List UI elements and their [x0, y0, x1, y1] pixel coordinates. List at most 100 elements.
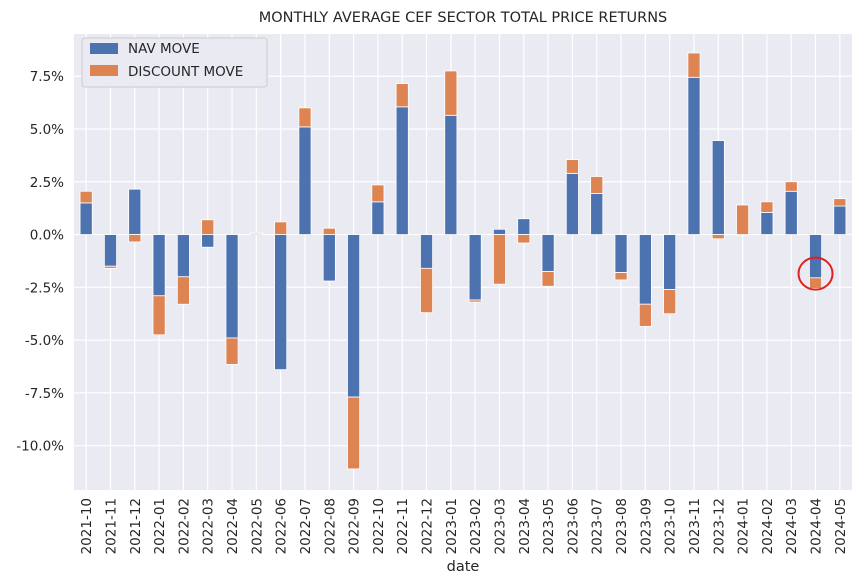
bar-nav-move-2023-04 — [517, 218, 531, 235]
y-tick-label: -2.5% — [25, 280, 64, 296]
x-tick-label: 2022-01 — [152, 498, 168, 554]
x-tick-label: 2022-03 — [201, 498, 217, 554]
bar-discount-move-2023-04 — [517, 234, 531, 244]
x-tick-label: 2023-12 — [711, 498, 727, 554]
bar-nav-move-2022-12 — [420, 234, 434, 269]
bar-nav-move-2023-09 — [638, 234, 652, 305]
x-tick-label: 2021-12 — [128, 498, 144, 554]
x-tick-label: 2022-06 — [274, 498, 290, 554]
bar-nav-move-2023-03 — [492, 228, 506, 235]
legend-label-nav-move: NAV MOVE — [128, 41, 200, 57]
x-tick-label: 2023-11 — [687, 498, 703, 554]
bar-discount-move-2022-04 — [225, 337, 239, 365]
x-tick-label: 2022-11 — [395, 498, 411, 554]
bar-nav-move-2022-02 — [176, 234, 190, 278]
x-tick-label: 2022-07 — [298, 498, 314, 554]
bar-nav-move-2024-03 — [784, 190, 798, 235]
bar-discount-move-2022-08 — [322, 227, 336, 235]
x-tick-label: 2023-02 — [468, 498, 484, 554]
bar-discount-move-2022-12 — [420, 267, 434, 314]
bar-discount-move-2023-05 — [541, 271, 555, 287]
bar-nav-move-2021-12 — [128, 188, 142, 235]
bar-discount-move-2023-03 — [492, 234, 506, 285]
bar-discount-move-2023-02 — [468, 299, 482, 303]
y-tick-label: 0.0% — [30, 228, 64, 244]
x-tick-label: 2023-01 — [444, 498, 460, 554]
bar-discount-move-2024-02 — [760, 201, 774, 213]
x-axis-label: date — [447, 559, 480, 575]
x-tick-label: 2024-03 — [784, 498, 800, 554]
x-tick-label: 2024-02 — [760, 498, 776, 554]
bar-discount-move-2022-06 — [274, 221, 288, 235]
bar-discount-move-2024-03 — [784, 181, 798, 192]
bar-discount-move-2024-05 — [833, 198, 847, 207]
bar-discount-move-2022-09 — [347, 396, 361, 470]
bar-discount-move-2023-11 — [687, 52, 701, 78]
bar-discount-move-2022-02 — [176, 276, 190, 305]
bar-nav-move-2023-06 — [565, 172, 579, 235]
bar-nav-move-2022-10 — [371, 201, 385, 235]
x-tick-label: 2022-05 — [249, 498, 265, 554]
bar-discount-move-2021-11 — [103, 265, 117, 269]
bar-discount-move-2023-09 — [638, 303, 652, 327]
bar-nav-move-2021-10 — [79, 202, 93, 235]
chart-title: MONTHLY AVERAGE CEF SECTOR TOTAL PRICE R… — [259, 10, 668, 26]
bar-nav-move-2024-02 — [760, 211, 774, 235]
bar-nav-move-2022-06 — [274, 234, 288, 371]
bar-discount-move-2023-01 — [444, 70, 458, 116]
legend-box — [81, 37, 268, 88]
y-tick-label: -10.0% — [16, 439, 64, 455]
bar-nav-move-2022-08 — [322, 234, 336, 282]
bar-nav-move-2024-04 — [809, 234, 823, 279]
x-tick-label: 2023-05 — [541, 498, 557, 554]
bar-discount-move-2022-01 — [152, 295, 166, 336]
x-tick-label: 2023-06 — [565, 498, 581, 554]
x-axis-ticks: 2021-10 2021-11 2021-12 2022-01 2022-02 2022-… — [79, 498, 849, 554]
bar-nav-move-2022-07 — [298, 126, 312, 235]
y-tick-label: 2.5% — [30, 175, 64, 191]
bar-nav-move-2023-10 — [663, 234, 677, 290]
bar-discount-move-2021-10 — [79, 190, 93, 204]
legend-swatch-nav-move — [90, 43, 118, 54]
x-tick-label: 2023-07 — [590, 498, 606, 554]
bar-discount-move-2023-08 — [614, 272, 628, 281]
y-tick-label: 7.5% — [30, 69, 64, 85]
bar-nav-move-2022-01 — [152, 234, 166, 297]
y-axis-ticks: 7.5% 5.0% 2.5% 0.0% -2.5% -5.0% -7.5% -10.0% — [16, 69, 64, 454]
bar-discount-move-2022-07 — [298, 107, 312, 128]
x-tick-label: 2021-11 — [103, 498, 119, 554]
legend-swatch-discount-move — [90, 65, 118, 76]
x-tick-label: 2022-10 — [371, 498, 387, 554]
bar-nav-move-2024-05 — [833, 205, 847, 235]
legend-label-discount-move: DISCOUNT MOVE — [128, 64, 243, 80]
bar-discount-move-2024-04 — [809, 277, 823, 289]
bar-nav-move-2023-05 — [541, 234, 555, 272]
bar-nav-move-2022-11 — [395, 106, 409, 235]
bar-discount-move-2023-10 — [663, 289, 677, 315]
bar-discount-move-2021-12 — [128, 234, 142, 243]
x-tick-label: 2023-08 — [614, 498, 630, 554]
x-tick-label: 2024-01 — [736, 498, 752, 554]
bar-nav-move-2022-03 — [201, 234, 215, 248]
bar-nav-move-2023-07 — [590, 192, 604, 235]
bar-nav-move-2023-11 — [687, 76, 701, 235]
x-tick-label: 2022-02 — [176, 498, 192, 554]
bar-discount-move-2023-07 — [590, 176, 604, 194]
bar-nav-move-2023-01 — [444, 114, 458, 235]
bar-discount-move-2022-10 — [371, 184, 385, 203]
y-tick-label: -5.0% — [25, 333, 64, 349]
bars — [79, 52, 847, 470]
x-tick-label: 2024-05 — [833, 498, 849, 554]
annotations — [797, 256, 834, 291]
x-tick-label: 2021-10 — [79, 498, 95, 554]
bar-discount-move-2023-12 — [711, 234, 725, 240]
x-tick-label: 2022-08 — [322, 498, 338, 554]
x-tick-label: 2024-04 — [809, 498, 825, 554]
bar-discount-move-2022-03 — [201, 219, 215, 235]
y-tick-label: 5.0% — [30, 122, 64, 138]
bar-discount-move-2022-11 — [395, 83, 409, 108]
bar-nav-move-2021-11 — [103, 234, 117, 267]
plot-area — [74, 34, 852, 490]
x-tick-label: 2023-04 — [517, 498, 533, 554]
